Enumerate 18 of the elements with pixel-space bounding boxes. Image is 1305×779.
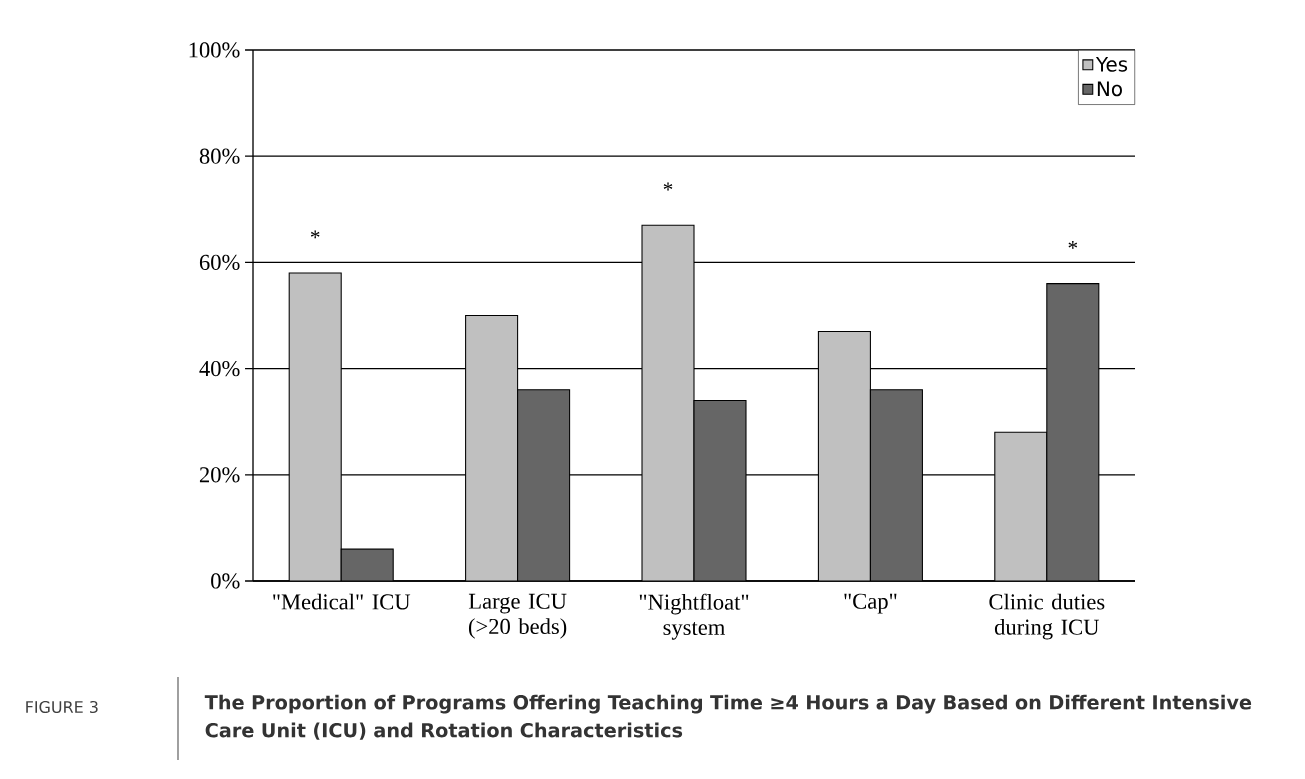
- x-tick-label: "Cap": [844, 593, 897, 614]
- y-tick-label: 40%: [199, 360, 240, 377]
- x-tick-label: "Nightfloat" system: [639, 593, 749, 640]
- y-tick-label: 0%: [211, 573, 240, 589]
- legend-label: Yes: [1095, 56, 1128, 72]
- annotation: *: [663, 182, 673, 191]
- caption: FIGURE 3: [26, 700, 98, 714]
- annotation: *: [1068, 241, 1078, 249]
- y-tick-label: 20%: [199, 467, 240, 483]
- y-tick-label: 60%: [199, 254, 240, 271]
- x-tick-label: Clinic duties during ICU: [989, 593, 1105, 640]
- x-tick-label: Large ICU (>20 beds): [468, 593, 567, 639]
- x-tick-label: "Medical" ICU: [273, 593, 411, 610]
- text: The Proportion of Programs Offering Teaching Time ≥4 Hours a Day Based on Different Intensive Care Unit (ICU) and Rotation Characteristics: [204, 694, 1252, 740]
- y-tick-label: 100%: [189, 42, 240, 58]
- legend-label: No: [1097, 81, 1122, 97]
- y-tick-label: 80%: [199, 148, 240, 164]
- annotation: *: [310, 230, 320, 239]
